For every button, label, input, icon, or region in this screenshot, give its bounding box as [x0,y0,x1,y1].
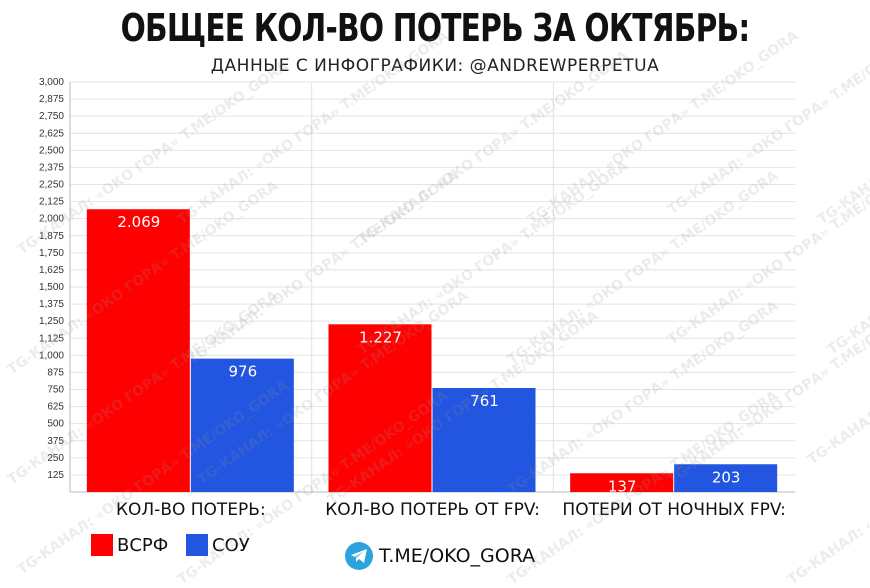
y-tick-label: 750 [47,385,64,396]
y-tick-label: 1,500 [39,282,64,293]
bar-sou [432,387,536,492]
telegram-icon [345,542,373,570]
x-category-label: КОЛ-ВО ПОТЕРЬ ОТ FPV: [325,500,540,520]
legend-item-sou: СОУ [186,534,250,556]
bar-sou [190,358,294,492]
telegram-link[interactable]: T.ME/OKO_GORA [345,542,535,570]
y-tick-label: 1,000 [39,350,64,361]
data-label: 2.069 [117,213,160,231]
y-tick-label: 625 [47,402,64,413]
legend-label-vsrf: ВСРФ [117,534,169,556]
y-tick-label: 1,250 [39,316,64,327]
legend-swatch-vsrf [91,534,113,556]
bar-vsrf [570,473,674,492]
chart-subtitle: ДАННЫЕ С ИНФОГРАФИКИ: @ANDREWPERPETUA [210,56,660,76]
chart-title: ОБЩЕЕ КОЛ-ВО ПОТЕРЬ ЗА ОКТЯБРЬ: [120,6,751,50]
y-tick-label: 125 [47,470,64,481]
y-tick-label: 500 [47,419,64,430]
y-tick-label: 2,125 [39,197,64,208]
y-tick-label: 2,875 [39,94,64,105]
y-tick-label: 1,750 [39,248,64,259]
data-label: 976 [229,363,258,381]
telegram-link-text: T.ME/OKO_GORA [379,545,536,567]
y-tick-label: 875 [47,367,64,378]
y-tick-label: 375 [47,436,64,447]
x-category-label: ПОТЕРИ ОТ НОЧНЫХ FPV: [562,500,785,520]
y-tick-label: 250 [47,453,64,464]
y-tick-label: 1,125 [39,333,64,344]
y-tick-label: 2,375 [39,162,64,173]
data-label: 761 [470,392,499,410]
bar-sou [674,464,778,492]
y-tick-label: 2,250 [39,180,64,191]
y-tick-label: 2,500 [39,145,64,156]
legend-item-vsrf: ВСРФ [91,534,168,556]
y-tick-label: 2,750 [39,111,64,122]
bar-vsrf [328,324,432,492]
y-tick-label: 2,625 [39,128,64,139]
y-tick-label: 1,375 [39,299,64,310]
legend-swatch-sou [186,534,208,556]
legend-label-sou: СОУ [212,534,250,556]
data-label: 203 [712,468,741,486]
data-label: 1.227 [359,328,402,346]
bar-vsrf [86,209,190,492]
data-label: 137 [608,477,637,495]
y-tick-label: 1,875 [39,231,64,242]
y-tick-label: 1,625 [39,265,64,276]
x-category-label: КОЛ-ВО ПОТЕРЬ: [116,500,266,520]
y-tick-label: 2,000 [39,214,64,225]
y-tick-label: 3,000 [39,77,64,88]
